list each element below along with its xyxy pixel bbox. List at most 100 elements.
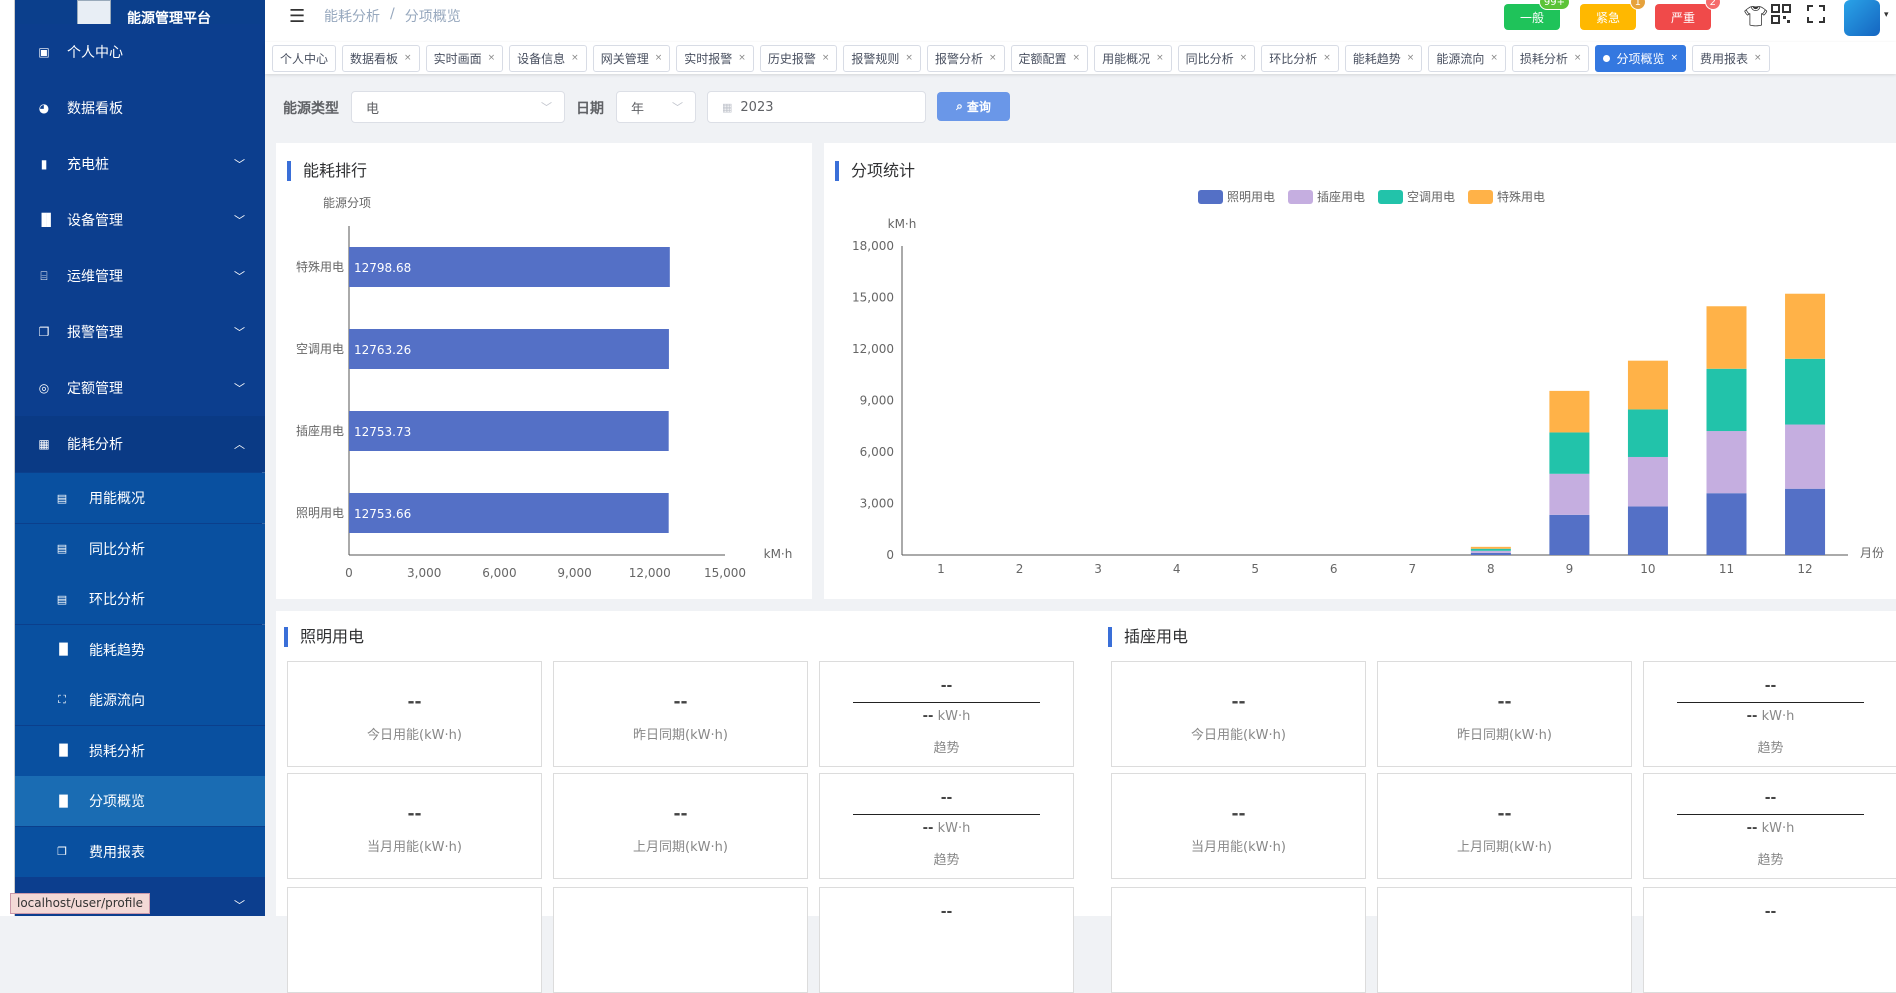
tab-tag[interactable]: 分项概览 × [1595,44,1687,72]
alarm-button[interactable]: 严重 2 [1655,0,1721,30]
caret-down-icon[interactable]: ▾ [1884,10,1889,20]
close-icon[interactable]: × [1323,53,1331,63]
tab-tag[interactable]: 报警规则 × [843,44,921,72]
breadcrumb: 能耗分析 / 分项概览 [324,6,461,26]
stat-card: -- 昨日同期(kW·h) [553,661,808,767]
copy-icon: ❐ [38,325,50,339]
sidebar-subitem[interactable]: ▐▌ 分项概览 [15,776,265,826]
close-icon[interactable]: × [487,53,496,63]
close-icon[interactable]: × [1239,53,1248,63]
sidebar-subitem-label: 费用报表 [89,844,145,861]
sidebar-item[interactable]: ▐▌ 设备管理 ﹀ [15,192,265,248]
sidebar-subitem[interactable]: ▐▌ 能耗趋势 [15,624,265,675]
close-icon[interactable]: × [1072,53,1081,63]
energy-type-value: 电 [366,101,380,117]
close-icon[interactable]: × [404,53,412,63]
close-icon[interactable]: × [821,53,830,63]
date-picker[interactable]: ▦ 2023 [707,91,926,123]
trend-unit: kW·h [937,821,971,836]
close-icon[interactable]: × [571,53,579,63]
trend-value: -- [922,821,934,836]
close-icon[interactable]: × [1754,53,1762,63]
tab-tag[interactable]: 网关管理 × [592,44,671,72]
sidebar-subitem[interactable]: ❐ 费用报表 [15,826,265,877]
fullscreen-icon[interactable] [1806,4,1826,24]
trend-card: -- [1643,887,1896,993]
alarm-label: 紧急 [1595,10,1620,25]
tab-tag[interactable]: 数据看板 × [342,44,420,72]
sidebar-subitem[interactable]: ▐▌ 损耗分析 [15,725,265,776]
close-icon[interactable]: × [1156,53,1164,63]
chevron-down-icon: ﹀ [234,326,245,339]
close-icon[interactable]: × [1490,53,1498,63]
sidebar-item[interactable]: ⌸ 运维管理 ﹀ [15,248,265,304]
sidebar-item[interactable]: ◕ 数据看板 [15,80,265,136]
sidebar-item[interactable]: ▣ 个人中心 [15,24,265,80]
tab-tag[interactable]: 历史报警 × [759,44,838,72]
qrcode-icon[interactable] [1771,4,1791,24]
close-icon[interactable]: × [738,53,746,63]
tab-tag[interactable]: 用能概况 × [1094,44,1172,72]
sidebar-subitem[interactable]: ⛶ 能源流向 [15,675,265,725]
tab-tag[interactable]: 个人中心 [272,44,337,72]
tab-tag[interactable]: 同比分析 × [1177,44,1256,72]
tab-tag[interactable]: 能源流向 × [1428,44,1506,72]
tag-label: 报警分析 [934,51,983,66]
breadcrumb-separator: / [390,6,395,22]
avatar[interactable] [1844,0,1880,36]
trend-top-value: -- [1764,678,1777,694]
trend-value-row: -- kW·h [820,709,1073,724]
ranking-panel: 能耗排行 [276,143,812,599]
close-icon[interactable]: × [654,53,663,63]
sidebar-item[interactable]: ▮ 充电桩 ﹀ [15,136,265,192]
tab-tag[interactable]: 报警分析 × [926,44,1005,72]
divider [853,702,1040,703]
close-icon[interactable]: × [905,53,913,63]
sidebar-subitem-label: 能源流向 [89,693,145,709]
tag-label: 历史报警 [767,51,816,66]
energy-type-select[interactable]: 电 ﹀ [351,91,565,123]
trend-card: -- -- kW·h 趋势 [819,773,1074,879]
alarm-button[interactable]: 紧急 1 [1580,0,1646,30]
alarm-button[interactable]: 一般 99+ [1504,0,1570,30]
stats-panel: 分项统计 [824,143,1896,599]
close-icon[interactable]: × [988,53,997,63]
trend-top-value: -- [940,790,953,806]
section-title: 照明用电 [284,627,364,647]
energy-type-label: 能源类型 [283,101,339,117]
tab-tag[interactable]: 费用报表 × [1692,44,1770,72]
alarm-count-badge: 1 [1629,0,1646,10]
sidebar-item[interactable]: ◎ 定额管理 ﹀ [15,360,265,416]
stat-card [1377,887,1632,993]
tab-tag[interactable]: 能耗趋势 × [1344,44,1423,72]
tab-tag[interactable]: 环比分析 × [1261,44,1339,72]
tab-tag[interactable]: 实时画面 × [425,44,504,72]
sidebar-subitem[interactable]: ▤ 用能概况 [15,473,265,523]
trend-caption: 趋势 [933,853,960,868]
breadcrumb-item[interactable]: 能耗分析 [324,9,380,25]
shirt-icon[interactable]: 👕︎ [1743,4,1769,28]
tag-label: 实时报警 [684,51,733,66]
trend-top-value: -- [940,904,953,920]
query-button[interactable]: ⌕ 查询 [937,92,1010,121]
close-icon[interactable]: × [1406,53,1415,63]
tag-label: 分项概览 [1616,51,1665,66]
close-icon[interactable]: × [1573,53,1582,63]
date-unit-select[interactable]: 年 ﹀ [616,91,696,123]
sidebar-item[interactable]: ▦ 能耗分析 ︿ [15,416,265,472]
stat-card: -- 今日用能(kW·h) [287,661,542,767]
tab-tag[interactable]: 实时报警 × [676,44,754,72]
close-icon[interactable]: × [1670,53,1679,63]
trend-value: -- [922,709,934,724]
tab-tag[interactable]: 定额配置 × [1010,44,1089,72]
trend-caption: 趋势 [1757,853,1784,868]
tag-label: 损耗分析 [1519,51,1568,66]
sidebar-subitem[interactable]: ▤ 同比分析 [15,523,265,574]
sidebar-item[interactable]: ❐ 报警管理 ﹀ [15,304,265,360]
chevron-down-icon: ﹀ [234,270,245,283]
app-title: 能源管理平台 [127,11,211,27]
tab-tag[interactable]: 设备信息 × [509,44,587,72]
tab-tag[interactable]: 损耗分析 × [1511,44,1590,72]
sidebar-subitem[interactable]: ▤ 环比分析 [15,574,265,624]
hamburger-icon[interactable]: ☰ [289,6,306,27]
